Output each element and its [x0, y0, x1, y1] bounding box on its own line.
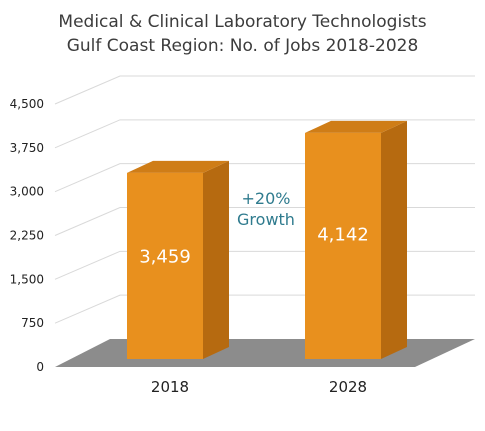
y-tick-label: 750 [21, 316, 44, 330]
y-tick-label: 2,250 [10, 229, 44, 243]
bar-side [203, 160, 229, 359]
gridline [54, 163, 475, 193]
y-tick-label: 0 [36, 360, 44, 374]
y-axis-ticks: 0 750 1,500 2,250 3,000 3,750 4,500 [10, 97, 44, 374]
x-axis-labels: 2018 2028 [151, 378, 367, 396]
bar-2028 [305, 132, 381, 359]
y-tick-label: 1,500 [10, 272, 44, 286]
bar-top [127, 160, 229, 173]
gridline [54, 250, 475, 280]
gridline [54, 294, 475, 324]
chart-title-line-1: Medical & Clinical Laboratory Technologi… [58, 12, 427, 32]
data-label: 4,142 [317, 225, 369, 246]
bars: 3,459 4,142 [127, 120, 407, 359]
bar-top [305, 120, 407, 133]
y-tick-label: 3,000 [10, 185, 44, 199]
gridline [54, 75, 475, 105]
y-tick-label: 3,750 [10, 141, 44, 155]
x-category-label: 2028 [329, 378, 367, 396]
chart-floor [55, 339, 475, 367]
data-label: 3,459 [139, 247, 191, 268]
growth-annotation-percent: +20% [242, 189, 291, 208]
y-tick-label: 4,500 [10, 97, 44, 111]
bar-2018 [127, 172, 203, 359]
growth-annotation-label: Growth [237, 210, 295, 229]
bar-side [381, 120, 407, 359]
x-category-label: 2018 [151, 378, 189, 396]
chart-title-line-2: Gulf Coast Region: No. of Jobs 2018-2028 [66, 36, 419, 56]
gridline [54, 119, 475, 149]
